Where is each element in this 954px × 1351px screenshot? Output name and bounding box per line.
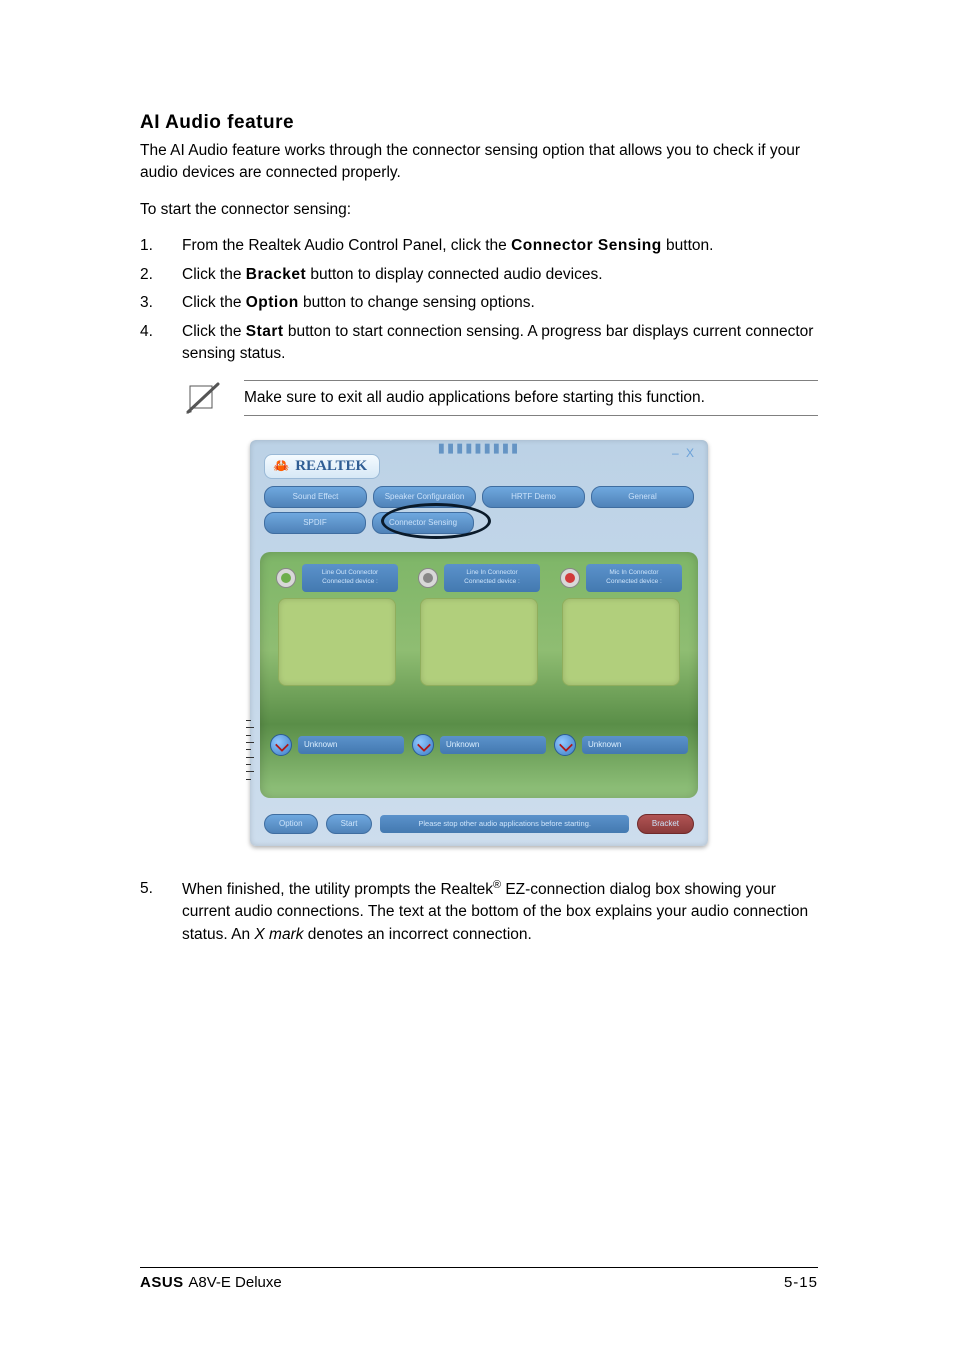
unknown-label: Unknown	[298, 736, 404, 754]
step-bold: Start	[246, 323, 284, 340]
step-bold: Connector Sensing	[511, 237, 662, 254]
jack-inner	[565, 573, 575, 583]
tab-general[interactable]: General	[591, 486, 694, 508]
step-text: denotes an incorrect connection.	[303, 926, 531, 943]
bracket-button[interactable]: Bracket	[637, 814, 694, 834]
step-body: Click the Start button to start connecti…	[182, 321, 818, 366]
jack-inner	[281, 573, 291, 583]
footer-brand: ASUS	[140, 1274, 188, 1291]
note-text: Make sure to exit all audio applications…	[244, 380, 818, 416]
step-2: 2. Click the Bracket button to display c…	[140, 264, 818, 286]
step-5-wrap: 5. When finished, the utility prompts th…	[140, 878, 818, 947]
step-number: 5.	[140, 878, 182, 947]
tabs-row-1: Sound Effect Speaker Configuration HRTF …	[264, 486, 694, 508]
jack-icon-red	[560, 568, 580, 588]
step-text: Click the	[182, 294, 246, 311]
step-1: 1. From the Realtek Audio Control Panel,…	[140, 235, 818, 257]
option-button[interactable]: Option	[264, 814, 318, 834]
tab-spdif[interactable]: SPDIF	[264, 512, 366, 534]
unknown-row: Unknown Unknown Unknown	[270, 734, 688, 756]
step-text: button to change sensing options.	[299, 294, 535, 311]
step-3: 3. Click the Option button to change sen…	[140, 292, 818, 314]
connector-line-in: Line In Connector Connected device :	[412, 564, 546, 722]
device-box	[420, 598, 538, 686]
step-italic: X mark	[254, 926, 303, 943]
device-box	[278, 598, 396, 686]
step-body: When finished, the utility prompts the R…	[182, 878, 818, 947]
step-body: From the Realtek Audio Control Panel, cl…	[182, 235, 818, 257]
connector-panel: Line Out Connector Connected device : Li…	[260, 552, 698, 798]
brand-label: REALTEK	[295, 458, 367, 475]
connector-label: Line In Connector Connected device :	[444, 564, 540, 592]
step-body: Click the Bracket button to display conn…	[182, 264, 818, 286]
connector-sub: Connected device :	[322, 578, 378, 586]
step-bold: Bracket	[246, 266, 306, 283]
connector-sub: Connected device :	[464, 578, 520, 586]
bottom-message: Please stop other audio applications bef…	[380, 815, 628, 833]
unknown-item: Unknown	[554, 734, 688, 756]
start-button[interactable]: Start	[326, 814, 373, 834]
unknown-label: Unknown	[440, 736, 546, 754]
steps-list: 1. From the Realtek Audio Control Panel,…	[140, 235, 818, 365]
unknown-badge-icon	[554, 734, 576, 756]
realtek-logo: 🦀 REALTEK	[264, 454, 380, 479]
connector-sub: Connected device :	[606, 578, 662, 586]
step-number: 2.	[140, 264, 182, 286]
step-text: Click the	[182, 323, 246, 340]
connector-mic-in: Mic In Connector Connected device :	[554, 564, 688, 722]
window-controls[interactable]: – X	[672, 446, 696, 460]
highlight-oval	[381, 503, 491, 539]
jack-icon-green	[276, 568, 296, 588]
step-text: Click the	[182, 266, 246, 283]
step-text: button.	[662, 237, 714, 254]
device-box	[562, 598, 680, 686]
unknown-badge-icon	[270, 734, 292, 756]
intro-paragraph: The AI Audio feature works through the c…	[140, 140, 818, 185]
step-number: 3.	[140, 292, 182, 314]
ruler-icon	[246, 720, 256, 780]
connector-label: Line Out Connector Connected device :	[302, 564, 398, 592]
step-5: 5. When finished, the utility prompts th…	[140, 878, 818, 947]
step-text: button to display connected audio device…	[306, 266, 602, 283]
connector-label: Mic In Connector Connected device :	[586, 564, 682, 592]
footer-left: ASUS A8V-E Deluxe	[140, 1274, 282, 1291]
step-number: 1.	[140, 235, 182, 257]
unknown-label: Unknown	[582, 736, 688, 754]
step-text: From the Realtek Audio Control Panel, cl…	[182, 237, 511, 254]
window-grip-icon: ▮▮▮▮▮▮▮▮▮	[438, 440, 520, 456]
crab-icon: 🦀	[273, 458, 289, 474]
step-number: 4.	[140, 321, 182, 366]
unknown-badge-icon	[412, 734, 434, 756]
jack-icon-grey	[418, 568, 438, 588]
page-footer: ASUS A8V-E Deluxe 5-15	[140, 1267, 818, 1291]
connector-title: Mic In Connector	[609, 569, 658, 577]
jack-inner	[423, 573, 433, 583]
section-title: AI Audio feature	[140, 112, 818, 134]
footer-model: A8V-E Deluxe	[188, 1274, 281, 1291]
tab-hrtf-demo[interactable]: HRTF Demo	[482, 486, 585, 508]
step-text: When finished, the utility prompts the R…	[182, 881, 493, 898]
registered-mark: ®	[493, 879, 501, 891]
note-box: Make sure to exit all audio applications…	[184, 380, 818, 416]
footer-page-number: 5-15	[784, 1274, 818, 1291]
unknown-item: Unknown	[270, 734, 404, 756]
connector-title: Line Out Connector	[322, 569, 378, 577]
realtek-screenshot: ▮▮▮▮▮▮▮▮▮ – X 🦀 REALTEK Sound Effect Spe…	[250, 440, 708, 846]
connector-row: Line Out Connector Connected device : Li…	[270, 564, 688, 722]
unknown-item: Unknown	[412, 734, 546, 756]
bottom-controls: Option Start Please stop other audio app…	[264, 814, 694, 834]
step-bold: Option	[246, 294, 299, 311]
lead-paragraph: To start the connector sensing:	[140, 199, 818, 221]
pencil-note-icon	[184, 380, 222, 416]
connector-title: Line In Connector	[466, 569, 517, 577]
connector-line-out: Line Out Connector Connected device :	[270, 564, 404, 722]
step-body: Click the Option button to change sensin…	[182, 292, 818, 314]
step-4: 4. Click the Start button to start conne…	[140, 321, 818, 366]
tab-sound-effect[interactable]: Sound Effect	[264, 486, 367, 508]
